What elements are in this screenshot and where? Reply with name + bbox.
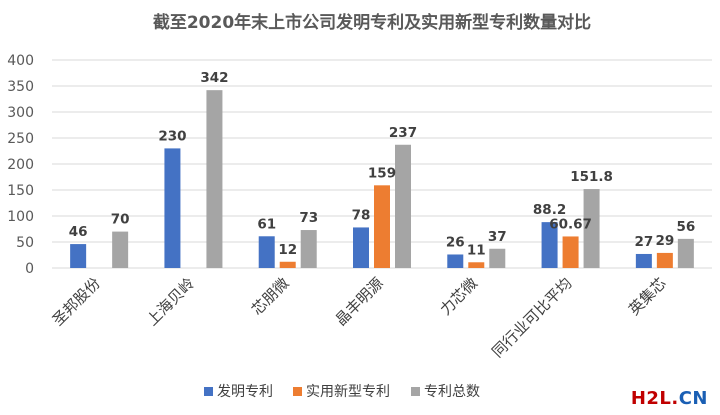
x-tick-label: 圣邦股份 — [49, 274, 104, 329]
data-label: 151.8 — [570, 169, 613, 185]
legend-label: 专利总数 — [424, 384, 480, 400]
data-label: 237 — [389, 125, 417, 141]
data-label: 60.67 — [549, 216, 592, 232]
bar — [489, 248, 506, 268]
x-tick-label: 芯朋微 — [248, 274, 293, 319]
y-tick-label: 300 — [7, 105, 34, 121]
bar — [206, 90, 223, 268]
legend-label: 发明专利 — [217, 384, 273, 400]
data-label: 27 — [634, 234, 653, 250]
bar — [353, 227, 369, 268]
bar — [656, 252, 673, 268]
y-tick-label: 0 — [25, 261, 34, 277]
bar — [112, 231, 129, 268]
bars — [70, 90, 694, 268]
legend-swatch — [204, 387, 213, 396]
y-axis: 0 50 100 150 200 250 300 350 400 — [7, 53, 34, 277]
chart-title: 截至2020年末上市公司发明专利及实用新型专利数量对比 — [153, 12, 591, 33]
bar — [677, 238, 694, 268]
data-label: 12 — [278, 242, 297, 258]
bar — [279, 261, 296, 268]
bar — [562, 236, 579, 268]
y-tick-label: 250 — [7, 131, 34, 147]
y-tick-label: 200 — [7, 157, 34, 173]
bar — [468, 262, 485, 268]
grid — [52, 59, 712, 269]
data-label: 88.2 — [533, 202, 566, 218]
bar — [258, 236, 275, 268]
bar — [541, 222, 558, 268]
data-label: 26 — [446, 234, 465, 250]
bar — [70, 244, 87, 268]
data-label: 70 — [111, 212, 130, 228]
legend-label: 实用新型专利 — [306, 384, 390, 400]
legend-swatch — [293, 387, 302, 396]
y-tick-label: 350 — [7, 79, 34, 95]
legend: 发明专利 实用新型专利 专利总数 — [204, 384, 480, 400]
data-label: 11 — [467, 242, 486, 258]
watermark-logo: H2L.CN — [630, 388, 708, 409]
x-tick-label: 晶丰明源 — [332, 274, 387, 329]
data-label: 46 — [69, 224, 88, 240]
bar — [395, 144, 411, 268]
bar — [374, 185, 390, 268]
x-tick-label: 上海贝岭 — [143, 274, 198, 329]
data-label: 29 — [655, 233, 674, 249]
y-tick-label: 100 — [7, 209, 34, 225]
x-tick-label: 英集芯 — [625, 274, 670, 319]
data-label: 61 — [257, 216, 276, 232]
data-label: 56 — [676, 219, 695, 235]
y-tick-label: 150 — [7, 183, 34, 199]
data-label: 159 — [368, 165, 396, 181]
x-tick-label: 力芯微 — [437, 274, 482, 319]
data-label: 73 — [299, 210, 318, 226]
data-label: 230 — [158, 128, 186, 144]
y-tick-label: 400 — [7, 53, 34, 69]
legend-swatch — [411, 387, 420, 396]
x-tick-label: 同行业可比平均 — [488, 274, 575, 361]
bar — [583, 189, 600, 268]
bar — [164, 148, 181, 268]
bar — [635, 253, 652, 268]
data-label: 342 — [200, 70, 228, 86]
bar — [447, 254, 464, 268]
bar — [300, 230, 317, 268]
x-axis: 圣邦股份 上海贝岭 芯朋微 晶丰明源 力芯微 同行业可比平均 英集芯 — [49, 274, 670, 361]
y-tick-label: 50 — [16, 235, 34, 251]
data-label: 78 — [352, 207, 371, 223]
data-label: 37 — [488, 229, 507, 245]
